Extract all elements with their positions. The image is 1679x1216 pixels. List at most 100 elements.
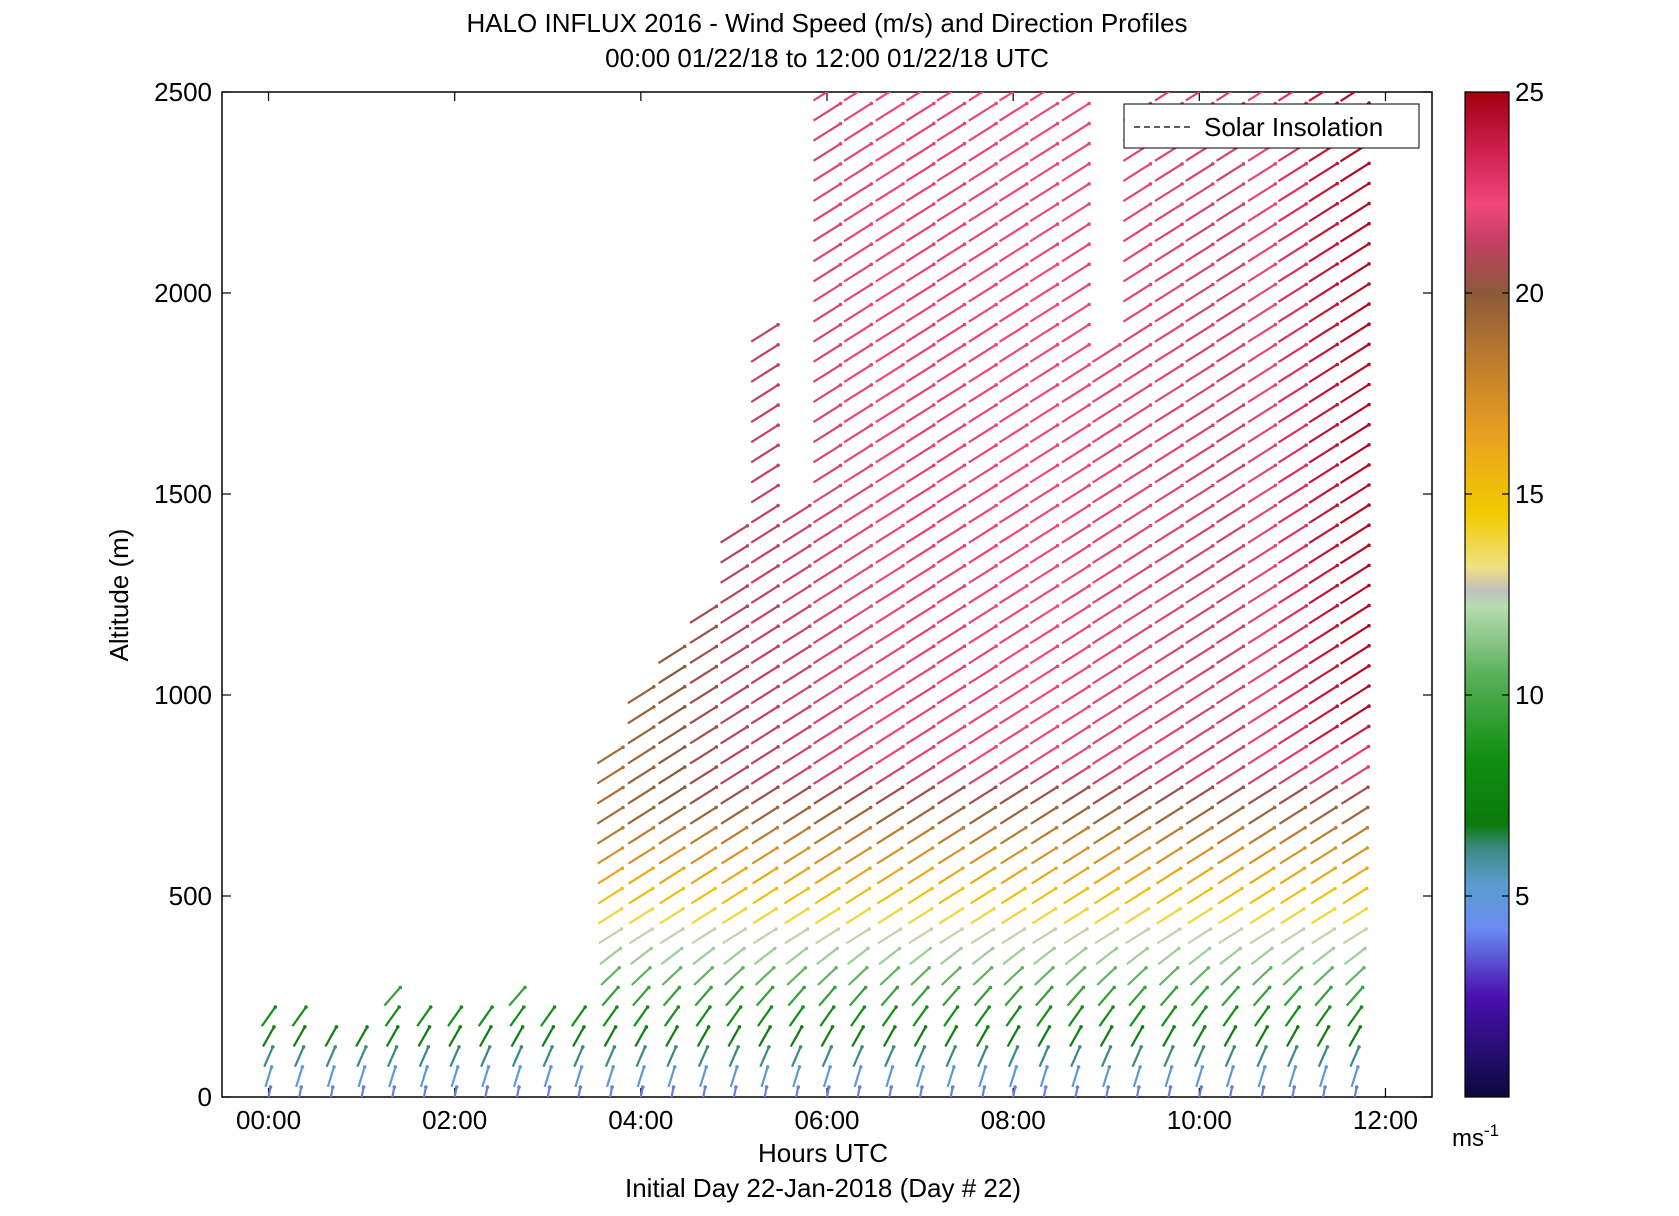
wind-vector-head: [962, 564, 967, 568]
wind-vector-head: [1053, 907, 1058, 911]
wind-vector-head: [994, 624, 998, 628]
wind-vector: [936, 544, 966, 564]
wind-vector-head: [736, 1045, 740, 1049]
wind-vector-head: [1241, 222, 1246, 226]
wind-vector-head: [714, 604, 719, 609]
wind-vector: [999, 786, 1027, 805]
wind-vector: [1036, 1006, 1052, 1027]
wind-vector-head: [682, 745, 687, 749]
wind-vector-head: [714, 825, 718, 830]
wind-vector: [1154, 92, 1171, 102]
wind-vector: [1215, 745, 1245, 765]
wind-vector: [1162, 1026, 1176, 1048]
wind-vector: [999, 806, 1027, 825]
wind-vector: [1215, 384, 1245, 403]
wind-vector: [812, 484, 842, 504]
wind-vector: [936, 504, 966, 524]
wind-vector-head: [994, 543, 998, 548]
wind-vector-head: [831, 1005, 836, 1009]
wind-vector-head: [932, 322, 936, 327]
wind-vector-head: [650, 907, 655, 911]
wind-vector-head: [1087, 222, 1091, 226]
wind-vector-head: [1367, 443, 1371, 447]
wind-vector-head: [1087, 684, 1091, 689]
wind-vector-head: [1015, 1045, 1020, 1049]
wind-vector-head: [1211, 503, 1215, 508]
wind-vector: [1185, 504, 1214, 524]
wind-vector: [1092, 544, 1121, 564]
wind-vector: [875, 444, 904, 464]
wind-vector: [1215, 585, 1245, 604]
wind-vector-head: [1303, 825, 1307, 830]
wind-vector: [1029, 564, 1059, 584]
wind-vector: [542, 1046, 554, 1068]
wind-vector-head: [1209, 846, 1214, 850]
wind-vector-head: [1055, 262, 1060, 267]
wind-vector-head: [1335, 402, 1339, 407]
wind-vector: [751, 867, 778, 885]
wind-vector: [843, 564, 872, 584]
wind-vector: [1343, 947, 1366, 966]
wind-vector: [1122, 464, 1152, 484]
wind-vector: [1339, 283, 1370, 303]
wind-vector: [1154, 203, 1183, 223]
wind-vector: [1339, 443, 1370, 464]
wind-vector-head: [932, 101, 936, 106]
wind-vector: [1257, 1066, 1266, 1088]
wind-vector-head: [1335, 664, 1339, 668]
wind-vector: [1215, 625, 1245, 645]
wind-vector-head: [1241, 785, 1246, 789]
wind-vector-head: [1055, 765, 1060, 769]
wind-vector: [812, 183, 842, 202]
wind-vector-head: [1052, 946, 1056, 951]
wind-vector-head: [1084, 946, 1088, 951]
wind-vector-head: [737, 1025, 742, 1029]
wind-vector-head: [956, 985, 961, 990]
wind-vector-head: [547, 1085, 552, 1089]
wind-vector-head: [1177, 946, 1181, 951]
wind-vector-head: [1087, 584, 1091, 588]
wind-vector: [1339, 584, 1370, 605]
wind-vector: [1186, 887, 1212, 905]
wind-vector-head: [962, 503, 967, 508]
wind-vector-head: [1087, 564, 1091, 568]
wind-vector-head: [1211, 544, 1215, 548]
wind-vector: [998, 524, 1028, 544]
wind-vector-head: [1055, 322, 1060, 327]
wind-vector-head: [901, 543, 905, 548]
wind-vector: [790, 1046, 802, 1068]
wind-vector-head: [1211, 162, 1215, 166]
wind-vector-head: [992, 886, 997, 891]
wind-vector: [905, 263, 935, 283]
wind-vector-head: [1323, 1085, 1327, 1089]
wind-vector-head: [1025, 182, 1029, 186]
wind-vector: [1122, 223, 1152, 243]
wind-vector-head: [960, 907, 965, 911]
wind-vector: [1061, 645, 1090, 665]
wind-vector: [1122, 203, 1152, 223]
wind-vector: [905, 404, 935, 424]
legend[interactable]: Solar Insolation: [1123, 103, 1420, 149]
wind-vector-head: [1118, 523, 1122, 528]
wind-vector: [843, 243, 872, 263]
wind-vector: [1128, 986, 1146, 1007]
wind-vector-head: [954, 1025, 959, 1029]
wind-vector-head: [989, 966, 994, 970]
wind-vector-head: [932, 342, 936, 347]
wind-vector: [758, 1026, 772, 1048]
wind-vector-head: [1075, 1085, 1080, 1089]
wind-vector-head: [1087, 765, 1091, 769]
wind-vector-head: [425, 1065, 429, 1069]
wind-vector: [973, 986, 992, 1007]
wind-vector: [968, 102, 997, 122]
wind-vector-head: [1080, 1005, 1084, 1009]
wind-vector: [1341, 847, 1368, 865]
wind-vector: [1185, 705, 1214, 725]
wind-vector: [1342, 867, 1368, 885]
wind-vector: [876, 887, 902, 905]
wind-vector: [1308, 705, 1338, 725]
wind-vector: [998, 243, 1028, 263]
wind-vector: [750, 786, 779, 805]
wind-vector: [970, 928, 995, 945]
wind-vector: [1122, 685, 1152, 705]
